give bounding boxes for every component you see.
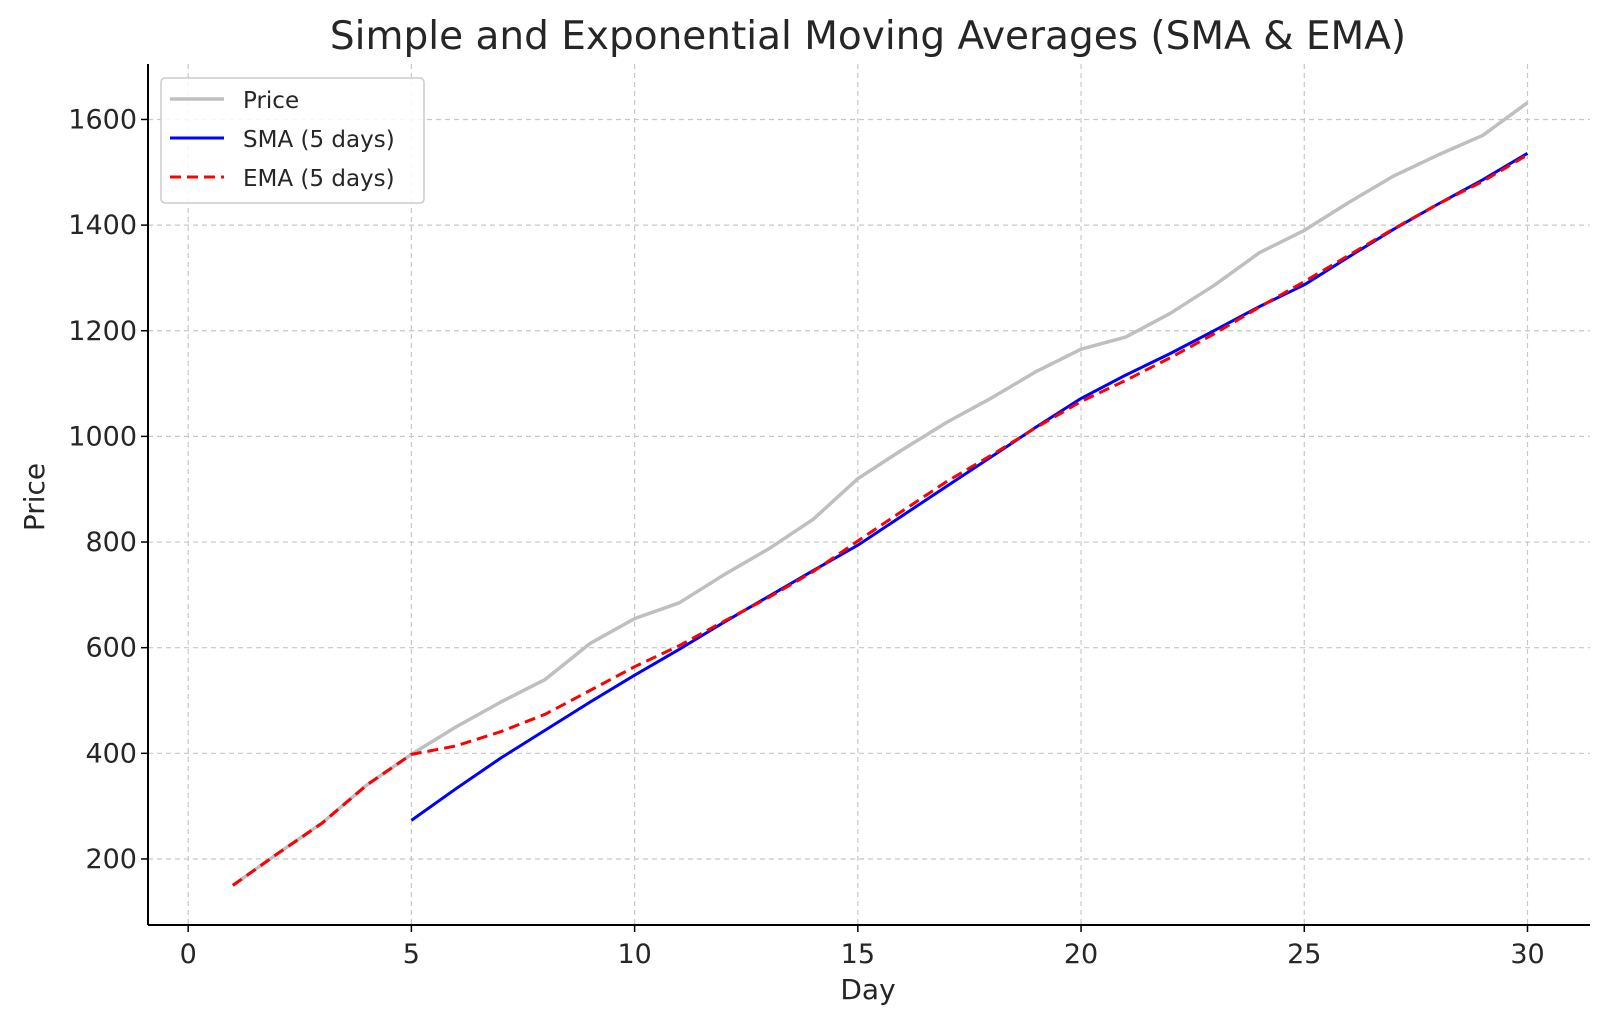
- legend: Price SMA (5 days) EMA (5 days): [160, 77, 425, 204]
- chart-title: Simple and Exponential Moving Averages (…: [330, 14, 1406, 59]
- x-ticks: 0 5 10 15 20 25 30: [180, 925, 1545, 970]
- x-tick-label: 10: [617, 939, 651, 970]
- legend-label-price: Price: [243, 88, 299, 114]
- x-tick-label: 15: [841, 939, 875, 970]
- legend-label-ema: EMA (5 days): [243, 166, 395, 192]
- price-line: [231, 101, 1529, 887]
- sma-line: [410, 152, 1529, 822]
- x-tick-label: 5: [403, 939, 420, 970]
- legend-frame: [160, 77, 425, 204]
- y-tick-label: 200: [85, 844, 137, 875]
- y-tick-label: 1400: [68, 210, 137, 241]
- y-tick-label: 400: [85, 738, 137, 769]
- x-tick-label: 25: [1287, 939, 1321, 970]
- y-ticks: 200 400 600 800 1000 1200 1400 1600: [68, 104, 148, 875]
- grid: [148, 64, 1590, 925]
- y-tick-label: 1000: [68, 421, 137, 452]
- axes: [147, 64, 1590, 926]
- y-tick-label: 800: [85, 527, 137, 558]
- series-layer: [231, 101, 1529, 887]
- x-tick-label: 20: [1064, 939, 1098, 970]
- y-tick-label: 600: [85, 633, 137, 664]
- y-tick-label: 1600: [68, 104, 137, 135]
- x-tick-label: 0: [180, 939, 197, 970]
- legend-label-sma: SMA (5 days): [243, 127, 395, 153]
- y-tick-label: 1200: [68, 316, 137, 347]
- x-axis-label: Day: [840, 973, 895, 1006]
- y-axis-label: Price: [18, 463, 51, 531]
- x-tick-label: 30: [1510, 939, 1544, 970]
- ema-line: [231, 153, 1529, 887]
